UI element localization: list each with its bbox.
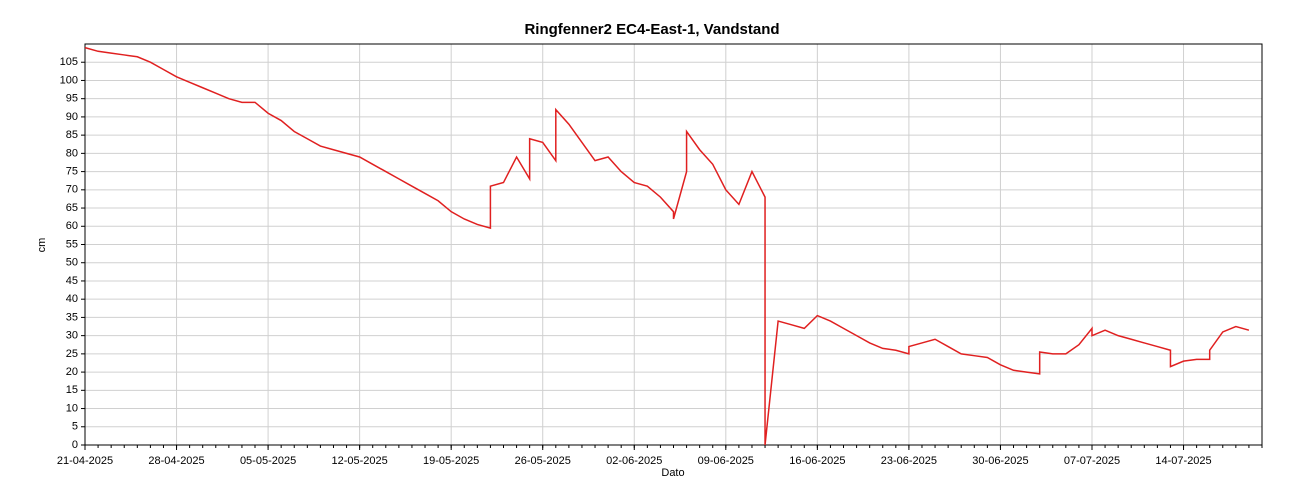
y-tick-label: 10: [66, 402, 78, 414]
y-tick-label: 80: [66, 147, 78, 159]
data-line: [84, 46, 1250, 446]
y-tick-label: 70: [66, 184, 78, 196]
y-tick-label: 5: [72, 421, 78, 433]
x-tick-label: 30-06-2025: [972, 455, 1028, 467]
y-tick-label: 0: [72, 439, 78, 451]
x-tick-label: 16-06-2025: [789, 455, 845, 467]
x-tick-label: 21-04-2025: [57, 455, 113, 467]
y-tick-label: 40: [66, 293, 78, 305]
y-tick-label: 15: [66, 384, 78, 396]
y-tick-label: 100: [60, 74, 78, 86]
x-tick-label: 26-05-2025: [515, 455, 571, 467]
y-tick-label: 60: [66, 220, 78, 232]
y-tick-label: 45: [66, 275, 78, 287]
y-tick-label: 85: [66, 129, 78, 141]
x-tick-label: 07-07-2025: [1064, 455, 1120, 467]
y-tick-label: 30: [66, 330, 78, 342]
y-tick-label: 55: [66, 238, 78, 250]
x-tick-label: 12-05-2025: [331, 455, 387, 467]
x-tick-label: 09-06-2025: [698, 455, 754, 467]
x-tick-label: 05-05-2025: [240, 455, 296, 467]
y-tick-label: 95: [66, 93, 78, 105]
chart-title: Ringfenner2 EC4-East-1, Vandstand: [524, 21, 779, 38]
y-tick-label: 20: [66, 366, 78, 378]
x-tick-label: 02-06-2025: [606, 455, 662, 467]
x-tick-label: 19-05-2025: [423, 455, 479, 467]
plot-frame: [84, 43, 1263, 446]
y-tick-label: 35: [66, 311, 78, 323]
x-tick-label: 14-07-2025: [1155, 455, 1211, 467]
y-tick-label: 90: [66, 111, 78, 123]
x-tick-label: 23-06-2025: [881, 455, 937, 467]
y-tick-label: 65: [66, 202, 78, 214]
y-tick-label: 25: [66, 348, 78, 360]
y-tick-label: 105: [60, 56, 78, 68]
y-axis-label: cm: [36, 238, 48, 253]
y-tick-label: 75: [66, 165, 78, 177]
x-axis-label: Dato: [661, 467, 684, 479]
x-tick-label: 28-04-2025: [148, 455, 204, 467]
y-tick-label: 50: [66, 257, 78, 269]
